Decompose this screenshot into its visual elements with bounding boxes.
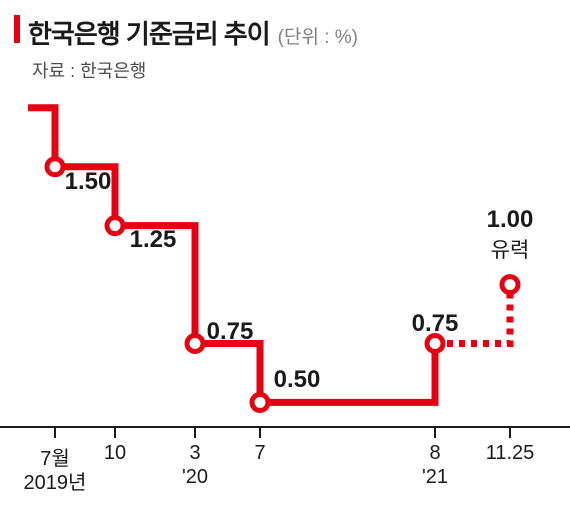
value-label: 1.00 (487, 206, 534, 234)
rate-chart: 7월2019년103'2078'2111.251.501.250.750.500… (0, 96, 570, 496)
x-label-month: 3 (189, 442, 200, 465)
x-tick (434, 426, 436, 438)
x-tick (509, 426, 511, 438)
x-label-month: 7 (254, 442, 265, 465)
x-label-year: '21 (422, 466, 448, 489)
x-label-month: 8 (429, 442, 440, 465)
unit-label: (단위 : %) (278, 22, 358, 49)
x-tick (194, 426, 196, 438)
title-line: 한국은행 기준금리 추이 (단위 : %) (14, 14, 570, 51)
data-marker (252, 394, 268, 410)
x-label-year: 2019년 (24, 466, 87, 495)
data-marker (502, 277, 518, 293)
value-label: 0.50 (274, 366, 321, 394)
data-marker (187, 336, 203, 352)
value-label: 0.75 (207, 318, 254, 346)
accent-bar-icon (14, 15, 20, 43)
source-label: 자료 : 한국은행 (32, 57, 570, 83)
x-axis (0, 426, 570, 428)
data-marker (107, 218, 123, 234)
value-label: 0.75 (412, 310, 459, 338)
rate-step-line (28, 108, 435, 403)
x-tick (54, 426, 56, 438)
x-label-month: 10 (104, 442, 126, 465)
x-tick (259, 426, 261, 438)
value-label: 1.50 (65, 168, 112, 196)
chart-title: 한국은행 기준금리 추이 (28, 14, 270, 51)
x-label-year: '20 (182, 466, 208, 489)
chart-header: 한국은행 기준금리 추이 (단위 : %) 자료 : 한국은행 (0, 0, 570, 83)
value-label: 1.25 (130, 226, 177, 254)
x-tick (114, 426, 116, 438)
x-label-month: 11.25 (486, 442, 535, 465)
forecast-sublabel: 유력 (491, 234, 530, 264)
data-marker (47, 159, 63, 175)
